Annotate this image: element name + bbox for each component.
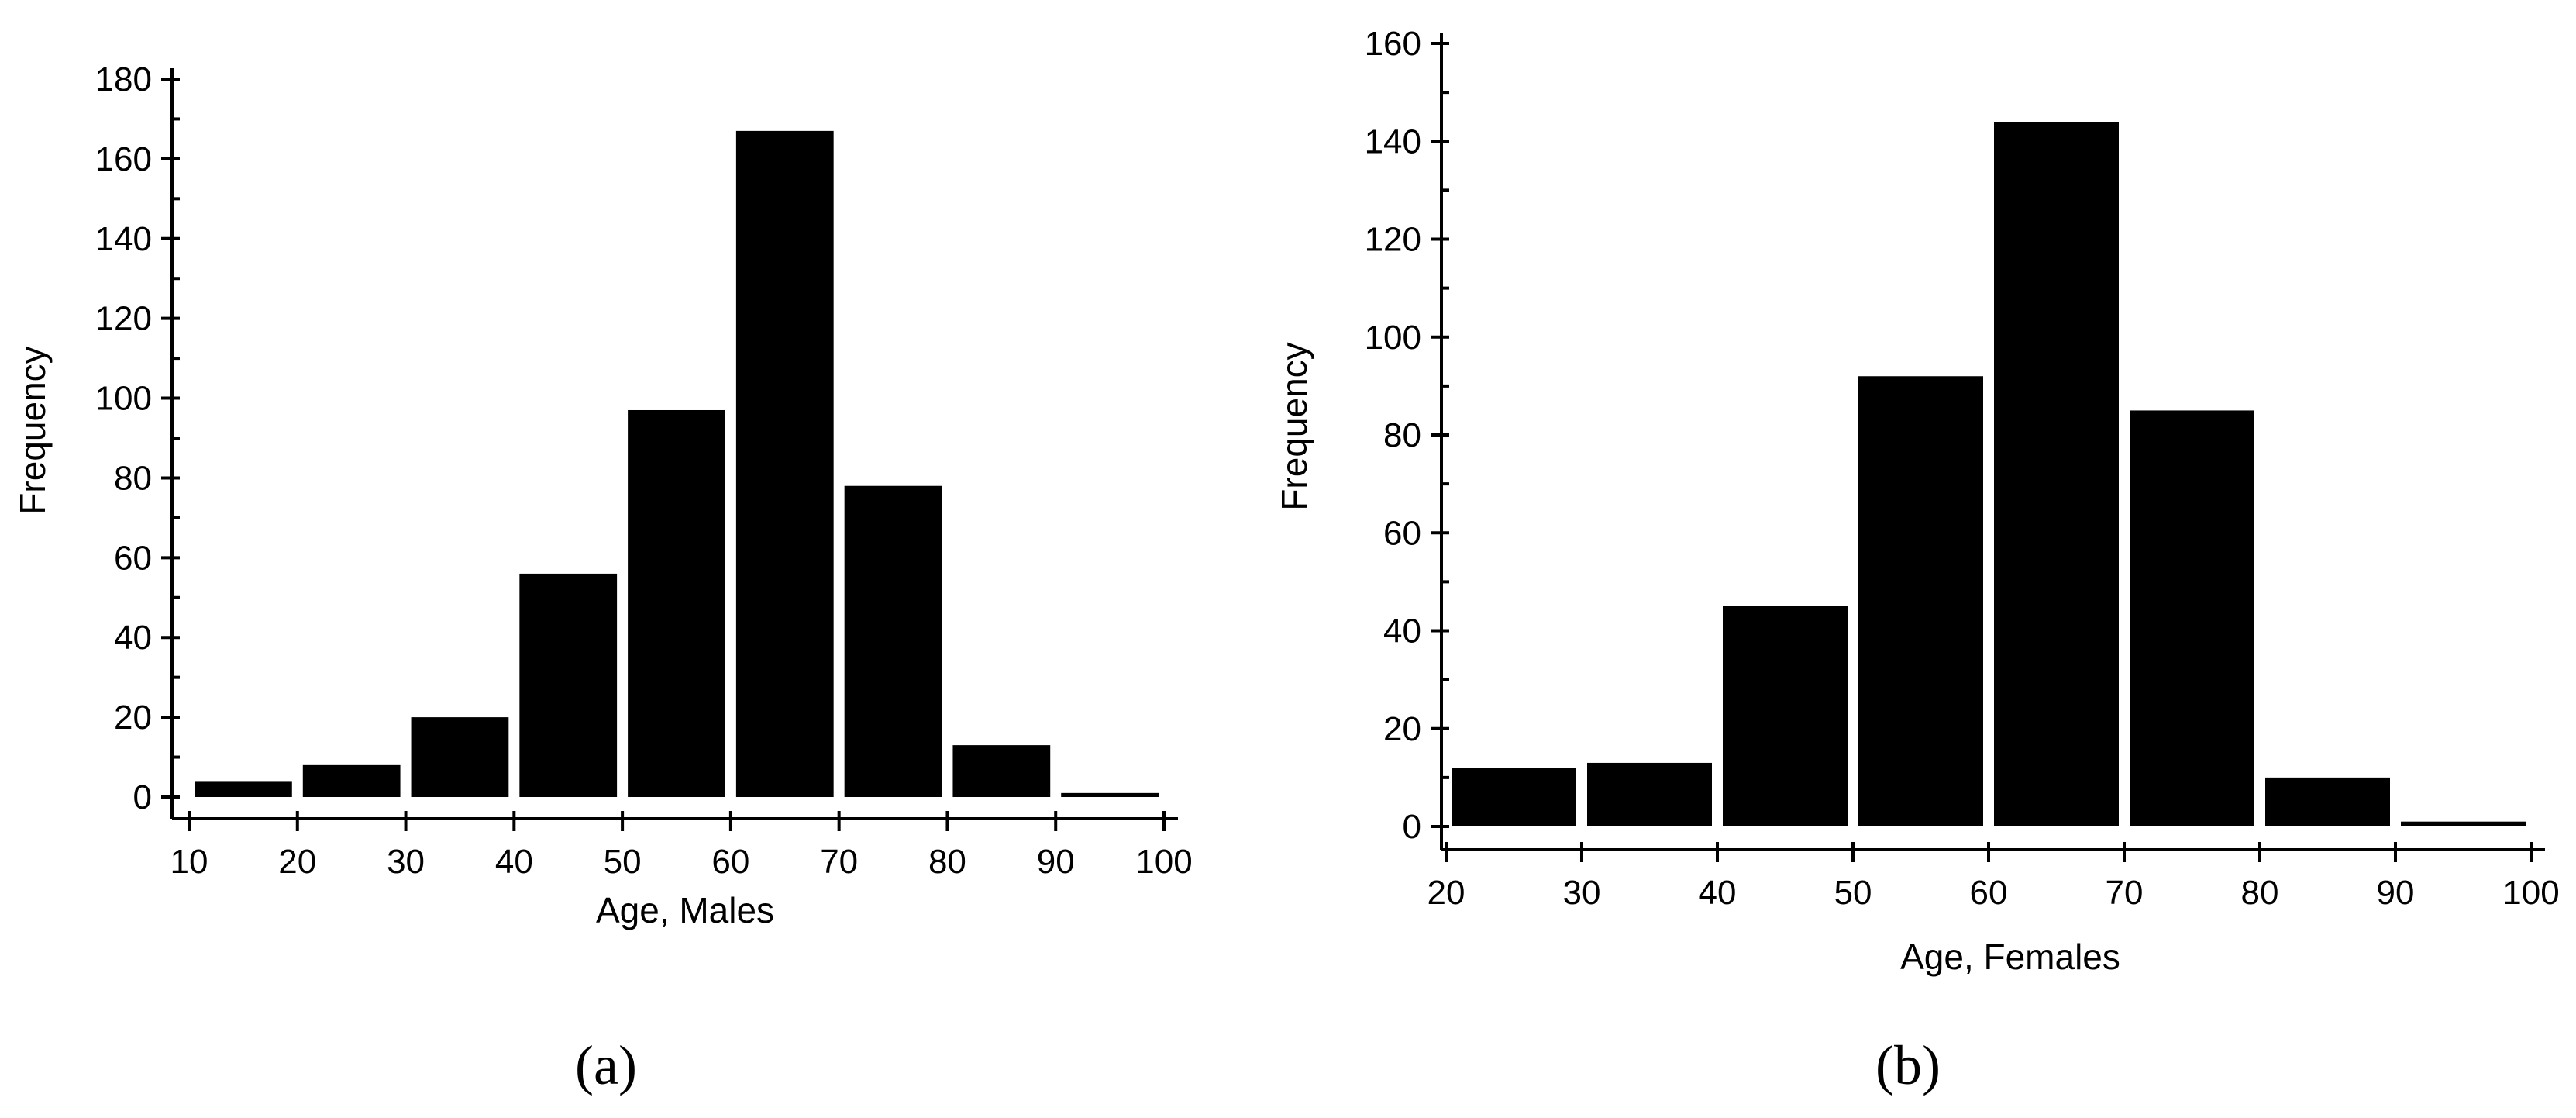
panel-a-x-ticks: 10 20 30 40 50 60 70 80 90 100 — [170, 811, 1193, 881]
panel-a-x-tick-label: 50 — [604, 843, 642, 881]
panel-b-x-ticks: 20 30 40 50 60 70 80 90 100 — [1427, 842, 2560, 912]
panel-a-y-tick-label: 60 — [114, 539, 152, 577]
panel-b-bar-40-50 — [1723, 606, 1848, 826]
panel-a-bar-60-70 — [735, 130, 834, 797]
panel-a-x-tick-label: 80 — [928, 843, 966, 881]
panel-a-x-tick-label: 90 — [1037, 843, 1075, 881]
panel-a-y-tick-label: 120 — [95, 300, 152, 338]
panel-b-x-tick-label: 30 — [1563, 874, 1601, 912]
panel-b-y-tick-label: 0 — [1403, 808, 1421, 846]
panel-a-x-axis-title: Age, Males — [596, 890, 774, 930]
panel-a-x-tick-label: 10 — [170, 843, 208, 881]
panel-a-y-tick-label: 40 — [114, 619, 152, 657]
panel-a-y-axis-title: Frequency — [12, 346, 53, 514]
panel-a-y-tick-label: 80 — [114, 459, 152, 497]
panel-a-bars — [195, 130, 1159, 797]
panel-a-x-tick-label: 70 — [820, 843, 858, 881]
panel-b-x-tick-label: 40 — [1699, 874, 1737, 912]
panel-a-y-tick-label: 20 — [114, 699, 152, 737]
panel-b-y-tick-label: 100 — [1365, 319, 1421, 357]
panel-a-bar-40-50 — [519, 573, 618, 797]
panel-a-bar-50-60 — [628, 409, 725, 797]
panel-a-x-tick-label: 30 — [387, 843, 425, 881]
panel-a-y-tick-label: 160 — [95, 140, 152, 178]
panel-a-bar-90-100 — [1061, 792, 1159, 797]
panel-b-bar-60-70 — [1994, 122, 2119, 826]
panel-a-x-tick-label: 100 — [1135, 843, 1192, 881]
panel-a-bar-30-40 — [411, 717, 509, 797]
panel-a-y-ticks: 0 20 40 60 80 100 120 140 160 180 — [95, 60, 180, 816]
panel-b-y-tick-label: 20 — [1383, 710, 1421, 748]
panel-b-bar-70-80 — [2130, 410, 2254, 826]
panel-a-label: (a) — [575, 1034, 637, 1096]
panel-b-x-tick-label: 70 — [2106, 874, 2144, 912]
panel-b-x-axis-title: Age, Females — [1900, 937, 2120, 977]
panel-a-bar-70-80 — [844, 485, 942, 797]
panel-b-y-tick-label: 40 — [1383, 612, 1421, 650]
panel-a-bar-80-90 — [952, 745, 1051, 797]
panel-b-y-tick-label: 160 — [1365, 25, 1421, 63]
panel-b-x-tick-label: 20 — [1427, 874, 1465, 912]
panel-a-x-tick-label: 60 — [711, 843, 749, 881]
panel-a-bar-20-30 — [302, 764, 401, 797]
panel-b-y-axis-title: Frequency — [1274, 342, 1314, 510]
panel-b-x-tick-label: 80 — [2241, 874, 2279, 912]
panel-b-y-tick-label: 60 — [1383, 514, 1421, 552]
panel-b-y-tick-label: 120 — [1365, 221, 1421, 259]
panel-a-x-tick-label: 20 — [278, 843, 316, 881]
panel-b-bar-20-30 — [1452, 768, 1576, 826]
panel-b-label: (b) — [1875, 1034, 1941, 1096]
panel-a-bar-10-20 — [195, 781, 292, 797]
panel-a-y-tick-label: 100 — [95, 380, 152, 418]
panel-a-y-tick-label: 140 — [95, 220, 152, 258]
panel-b-bars — [1452, 122, 2526, 826]
panel-a-y-tick-label: 180 — [95, 60, 152, 98]
panel-a-x-tick-label: 40 — [495, 843, 533, 881]
panel-b-bar-90-100 — [2401, 821, 2526, 826]
panel-b-axes — [1440, 33, 2545, 851]
panel-b-y-ticks: 0 20 40 60 80 100 120 140 160 — [1365, 25, 1449, 846]
panel-b-x-tick-label: 90 — [2377, 874, 2415, 912]
panel-b-x-tick-label: 60 — [1970, 874, 2008, 912]
panel-a-axes — [170, 68, 1178, 820]
panel-a-males: 0 20 40 60 80 100 120 140 160 180 10 20 30 40 50 60 70 8… — [12, 60, 1193, 1096]
panel-b-bar-50-60 — [1858, 376, 1983, 826]
panel-b-x-tick-label: 100 — [2502, 874, 2559, 912]
panel-b-x-tick-label: 50 — [1834, 874, 1872, 912]
panel-b-bar-80-90 — [2265, 777, 2390, 826]
panel-b-y-tick-label: 80 — [1383, 416, 1421, 454]
panel-b-y-tick-label: 140 — [1365, 122, 1421, 160]
panel-a-y-tick-label: 0 — [133, 778, 152, 816]
panel-b-bar-30-40 — [1587, 762, 1712, 826]
